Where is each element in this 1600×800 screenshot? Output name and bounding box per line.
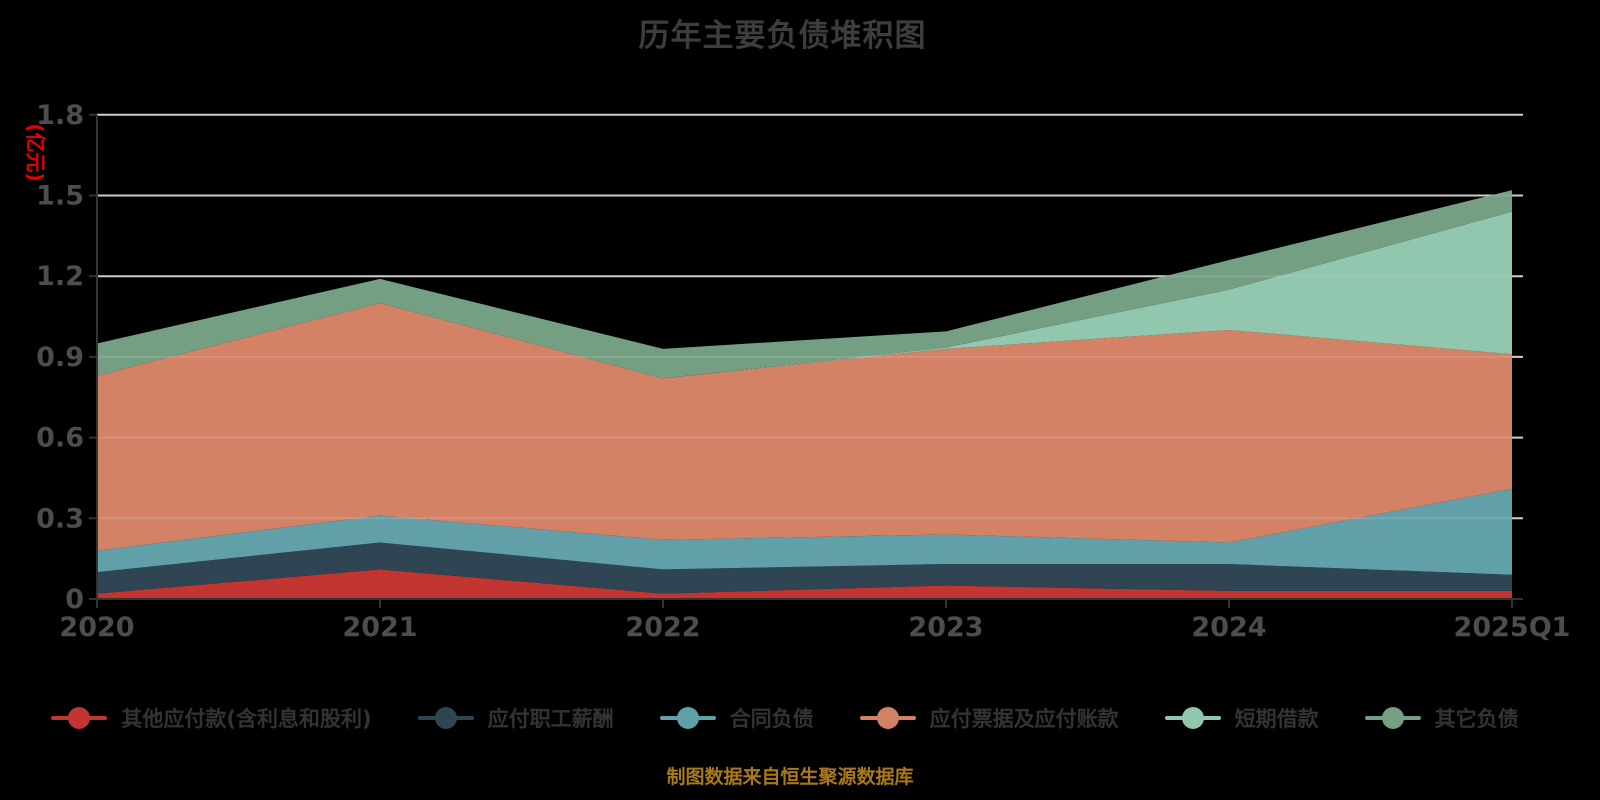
x-tick-label: 2022 [625, 612, 700, 643]
legend-line-dot-icon [659, 707, 716, 729]
legend-line-dot-icon [1164, 707, 1221, 729]
chart-title: 历年主要负债堆积图 [638, 18, 927, 54]
y-tick-label: 0 [65, 584, 84, 615]
legend-item-2[interactable]: 应付职工薪酬 [417, 703, 614, 733]
x-tick-label: 2025Q1 [1454, 612, 1571, 643]
legend: 其他应付款(含利息和股利) 应付职工薪酬 合同负债 应付票据及应付账款 短期借款 其它负债 [0, 697, 1570, 739]
y-tick-label: 0.6 [36, 423, 84, 454]
y-tick-label: 0.3 [36, 503, 84, 534]
area-series-3 [97, 488, 1512, 575]
legend-label: 应付票据及应付账款 [929, 707, 1119, 731]
area-series-1 [97, 569, 1512, 599]
area-series-6 [97, 190, 1512, 379]
legend-label: 应付职工薪酬 [487, 707, 614, 731]
legend-line-dot-icon [51, 707, 108, 729]
legend-item-1[interactable]: 其他应付款(含利息和股利) [51, 703, 372, 733]
legend-label: 其他应付款(含利息和股利) [121, 707, 372, 731]
legend-item-6[interactable]: 其它负债 [1364, 703, 1519, 733]
legend-label: 短期借款 [1234, 707, 1319, 731]
y-tick-label: 1.2 [36, 261, 84, 292]
legend-label: 合同负债 [729, 707, 814, 731]
area-series-5 [97, 211, 1512, 379]
data-source-footer: 制图数据来自恒生聚源数据库 [666, 766, 914, 788]
x-tick-label: 2024 [1191, 612, 1266, 643]
legend-item-3[interactable]: 合同负债 [659, 703, 814, 733]
legend-label: 其它负债 [1434, 707, 1519, 731]
legend-line-dot-icon [859, 707, 916, 729]
legend-line-dot-icon [417, 707, 474, 729]
legend-item-5[interactable]: 短期借款 [1164, 703, 1319, 733]
y-tick-label: 1.5 [36, 181, 84, 212]
x-tick-label: 2021 [342, 612, 417, 643]
legend-item-4[interactable]: 应付票据及应付账款 [859, 703, 1119, 733]
area-series-4 [97, 303, 1512, 551]
x-tick-label: 2020 [59, 612, 134, 643]
y-tick-label: 0.9 [36, 342, 84, 373]
y-tick-label: 1.8 [36, 100, 84, 131]
area-series-2 [97, 542, 1512, 594]
legend-line-dot-icon [1364, 707, 1421, 729]
x-tick-label: 2023 [908, 612, 983, 643]
